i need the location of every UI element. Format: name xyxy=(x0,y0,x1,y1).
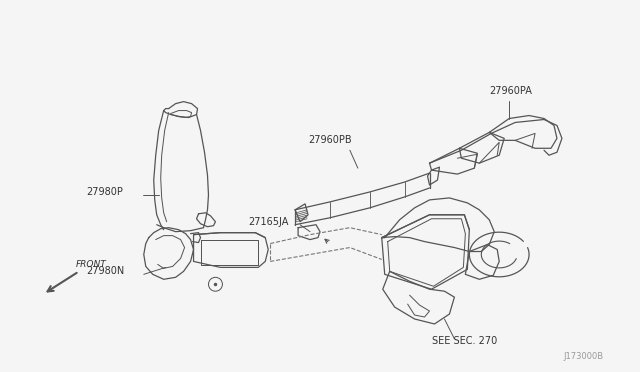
Text: J173000B: J173000B xyxy=(564,352,604,361)
Text: 27960PB: 27960PB xyxy=(308,135,351,145)
Text: 27980P: 27980P xyxy=(86,187,123,197)
Text: 27960PA: 27960PA xyxy=(489,86,532,96)
Text: SEE SEC. 270: SEE SEC. 270 xyxy=(431,336,497,346)
Text: 27980N: 27980N xyxy=(86,266,124,276)
Text: 27165JA: 27165JA xyxy=(248,217,289,227)
Text: FRONT: FRONT xyxy=(76,260,107,269)
